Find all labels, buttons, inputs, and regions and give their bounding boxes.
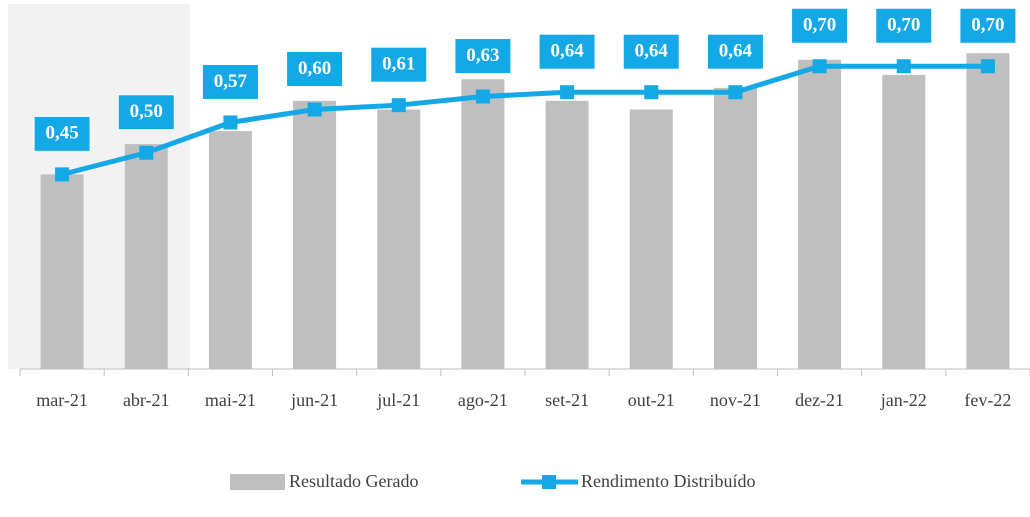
bar	[882, 74, 926, 370]
x-tick-label: nov-21	[710, 390, 761, 410]
x-tick-label: mar-21	[36, 390, 88, 410]
legend-marker	[542, 475, 556, 489]
marker	[55, 167, 70, 182]
bar	[629, 109, 673, 369]
value-label: 0,61	[382, 54, 415, 75]
marker	[644, 85, 659, 100]
legend-label: Rendimento Distribuído	[581, 471, 756, 491]
value-label-box	[370, 46, 428, 83]
value-label: 0,64	[550, 41, 584, 62]
bar	[40, 174, 84, 369]
bar	[377, 109, 421, 369]
x-tick-label: set-21	[545, 390, 589, 410]
marker	[728, 85, 743, 100]
value-label: 0,64	[635, 41, 669, 62]
value-label-box	[538, 33, 596, 70]
marker	[391, 98, 406, 113]
value-label-box	[201, 63, 259, 100]
marker	[139, 145, 154, 160]
value-label-box	[117, 94, 175, 131]
value-label: 0,70	[887, 15, 920, 36]
value-label: 0,70	[803, 15, 836, 36]
x-tick-label: dez-21	[795, 390, 844, 410]
bar	[545, 100, 589, 369]
value-label: 0,70	[971, 15, 1004, 36]
marker	[980, 59, 995, 74]
value-label: 0,64	[719, 41, 753, 62]
value-label-box	[454, 38, 512, 75]
value-label: 0,50	[130, 101, 163, 122]
x-tick-label: fev-22	[964, 390, 1011, 410]
x-tick-label: jul-21	[376, 390, 420, 410]
x-tick-label: jan-22	[880, 390, 927, 410]
bar	[461, 79, 505, 369]
x-tick-label: out-21	[628, 390, 675, 410]
marker	[475, 89, 490, 104]
bar	[293, 100, 337, 369]
value-label: 0,57	[214, 71, 248, 92]
bar	[966, 53, 1010, 370]
value-label-box	[791, 7, 849, 44]
value-label-box	[33, 115, 91, 152]
value-label-box	[622, 33, 680, 70]
value-label: 0,60	[298, 58, 331, 79]
bar	[208, 131, 252, 369]
marker	[307, 102, 322, 117]
marker	[896, 59, 911, 74]
value-label-box	[959, 7, 1017, 44]
marker	[223, 115, 238, 130]
legend-swatch	[230, 474, 285, 490]
bar	[124, 144, 168, 369]
x-tick-label: abr-21	[123, 390, 170, 410]
x-tick-label: jun-21	[290, 390, 338, 410]
x-tick-label: ago-21	[458, 390, 508, 410]
line	[61, 63, 988, 177]
marker	[560, 85, 575, 100]
value-label: 0,45	[45, 123, 78, 144]
bar	[713, 87, 757, 369]
legend-label: Resultado Gerado	[289, 471, 418, 491]
marker	[812, 59, 827, 74]
value-label: 0,63	[466, 45, 499, 66]
bar	[798, 59, 842, 369]
value-label-box	[706, 33, 764, 70]
x-tick-label: mai-21	[205, 390, 256, 410]
value-label-box	[286, 51, 344, 87]
value-label-box	[875, 7, 933, 44]
